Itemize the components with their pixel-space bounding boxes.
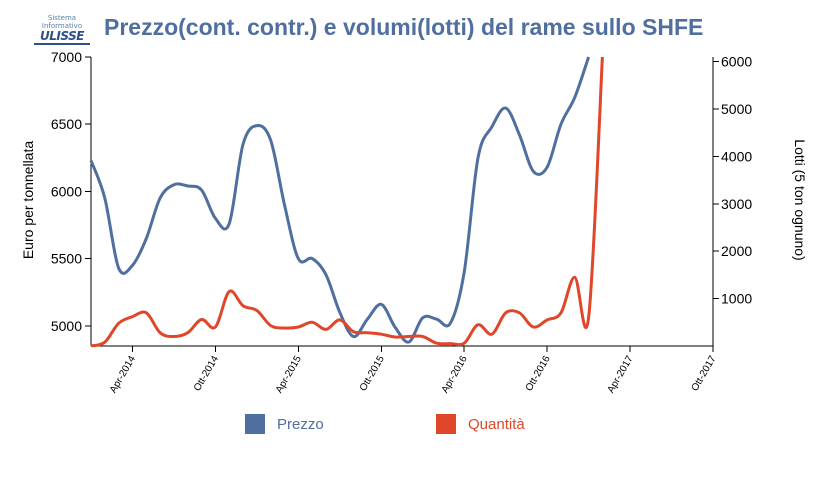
x-tick-label: Ott-2014 bbox=[192, 354, 221, 394]
x-tick-label: Apr-2014 bbox=[108, 354, 138, 396]
y2-tick-label: 1000 bbox=[721, 291, 752, 307]
legend-swatch-prezzo bbox=[245, 414, 265, 434]
left-y-ticks: 5000 5500 6000 6500 7000 bbox=[51, 49, 91, 334]
y-tick-label: 6000 bbox=[51, 183, 82, 199]
y2-tick-label: 3000 bbox=[721, 196, 752, 212]
legend-swatch-quantita bbox=[436, 414, 456, 434]
right-y-ticks: 1000 2000 3000 4000 5000 6000 bbox=[713, 54, 752, 307]
y2-tick-label: 4000 bbox=[721, 148, 752, 164]
y2-tick-label: 2000 bbox=[721, 243, 752, 259]
chart-title: Prezzo(cont. contr.) e volumi(lotti) del… bbox=[104, 14, 704, 40]
series-line-quantita bbox=[90, 56, 604, 348]
x-tick-label: Apr-2016 bbox=[440, 354, 470, 396]
y-tick-label: 7000 bbox=[51, 49, 82, 65]
legend-label-prezzo: Prezzo bbox=[277, 415, 324, 433]
y-tick-label: 5500 bbox=[51, 251, 82, 267]
y2-tick-label: 6000 bbox=[721, 54, 752, 70]
legend-label-quantita: Quantità bbox=[468, 415, 525, 433]
y-axis-title: Euro per tonnellata bbox=[20, 141, 36, 260]
logo-line-3: ULISSE bbox=[34, 30, 90, 45]
y-tick-label: 6500 bbox=[51, 116, 82, 132]
logo-line-2: Informativo bbox=[41, 22, 83, 30]
x-tick-label: Ott-2015 bbox=[358, 354, 387, 394]
y2-tick-label: 5000 bbox=[721, 101, 752, 117]
logo: Sistema Informativo ULISSE bbox=[34, 14, 90, 45]
x-tick-label: Ott-2017 bbox=[690, 354, 719, 394]
x-tick-label: Apr-2017 bbox=[606, 354, 636, 396]
y-tick-label: 5000 bbox=[51, 318, 82, 334]
x-ticks: Apr-2014 Ott-2014 Apr-2015 Ott-2015 Apr-2016… bbox=[108, 346, 719, 395]
series-line-prezzo bbox=[89, 56, 591, 344]
legend-item-quantita: Quantità bbox=[436, 414, 525, 434]
logo-line-1: Sistema bbox=[47, 14, 77, 22]
x-tick-label: Apr-2015 bbox=[274, 354, 304, 396]
legend-item-prezzo: Prezzo bbox=[245, 414, 324, 434]
x-tick-label: Ott-2016 bbox=[524, 354, 553, 394]
y2-axis-title: Lotti (5 ton ognuno) bbox=[792, 139, 808, 260]
